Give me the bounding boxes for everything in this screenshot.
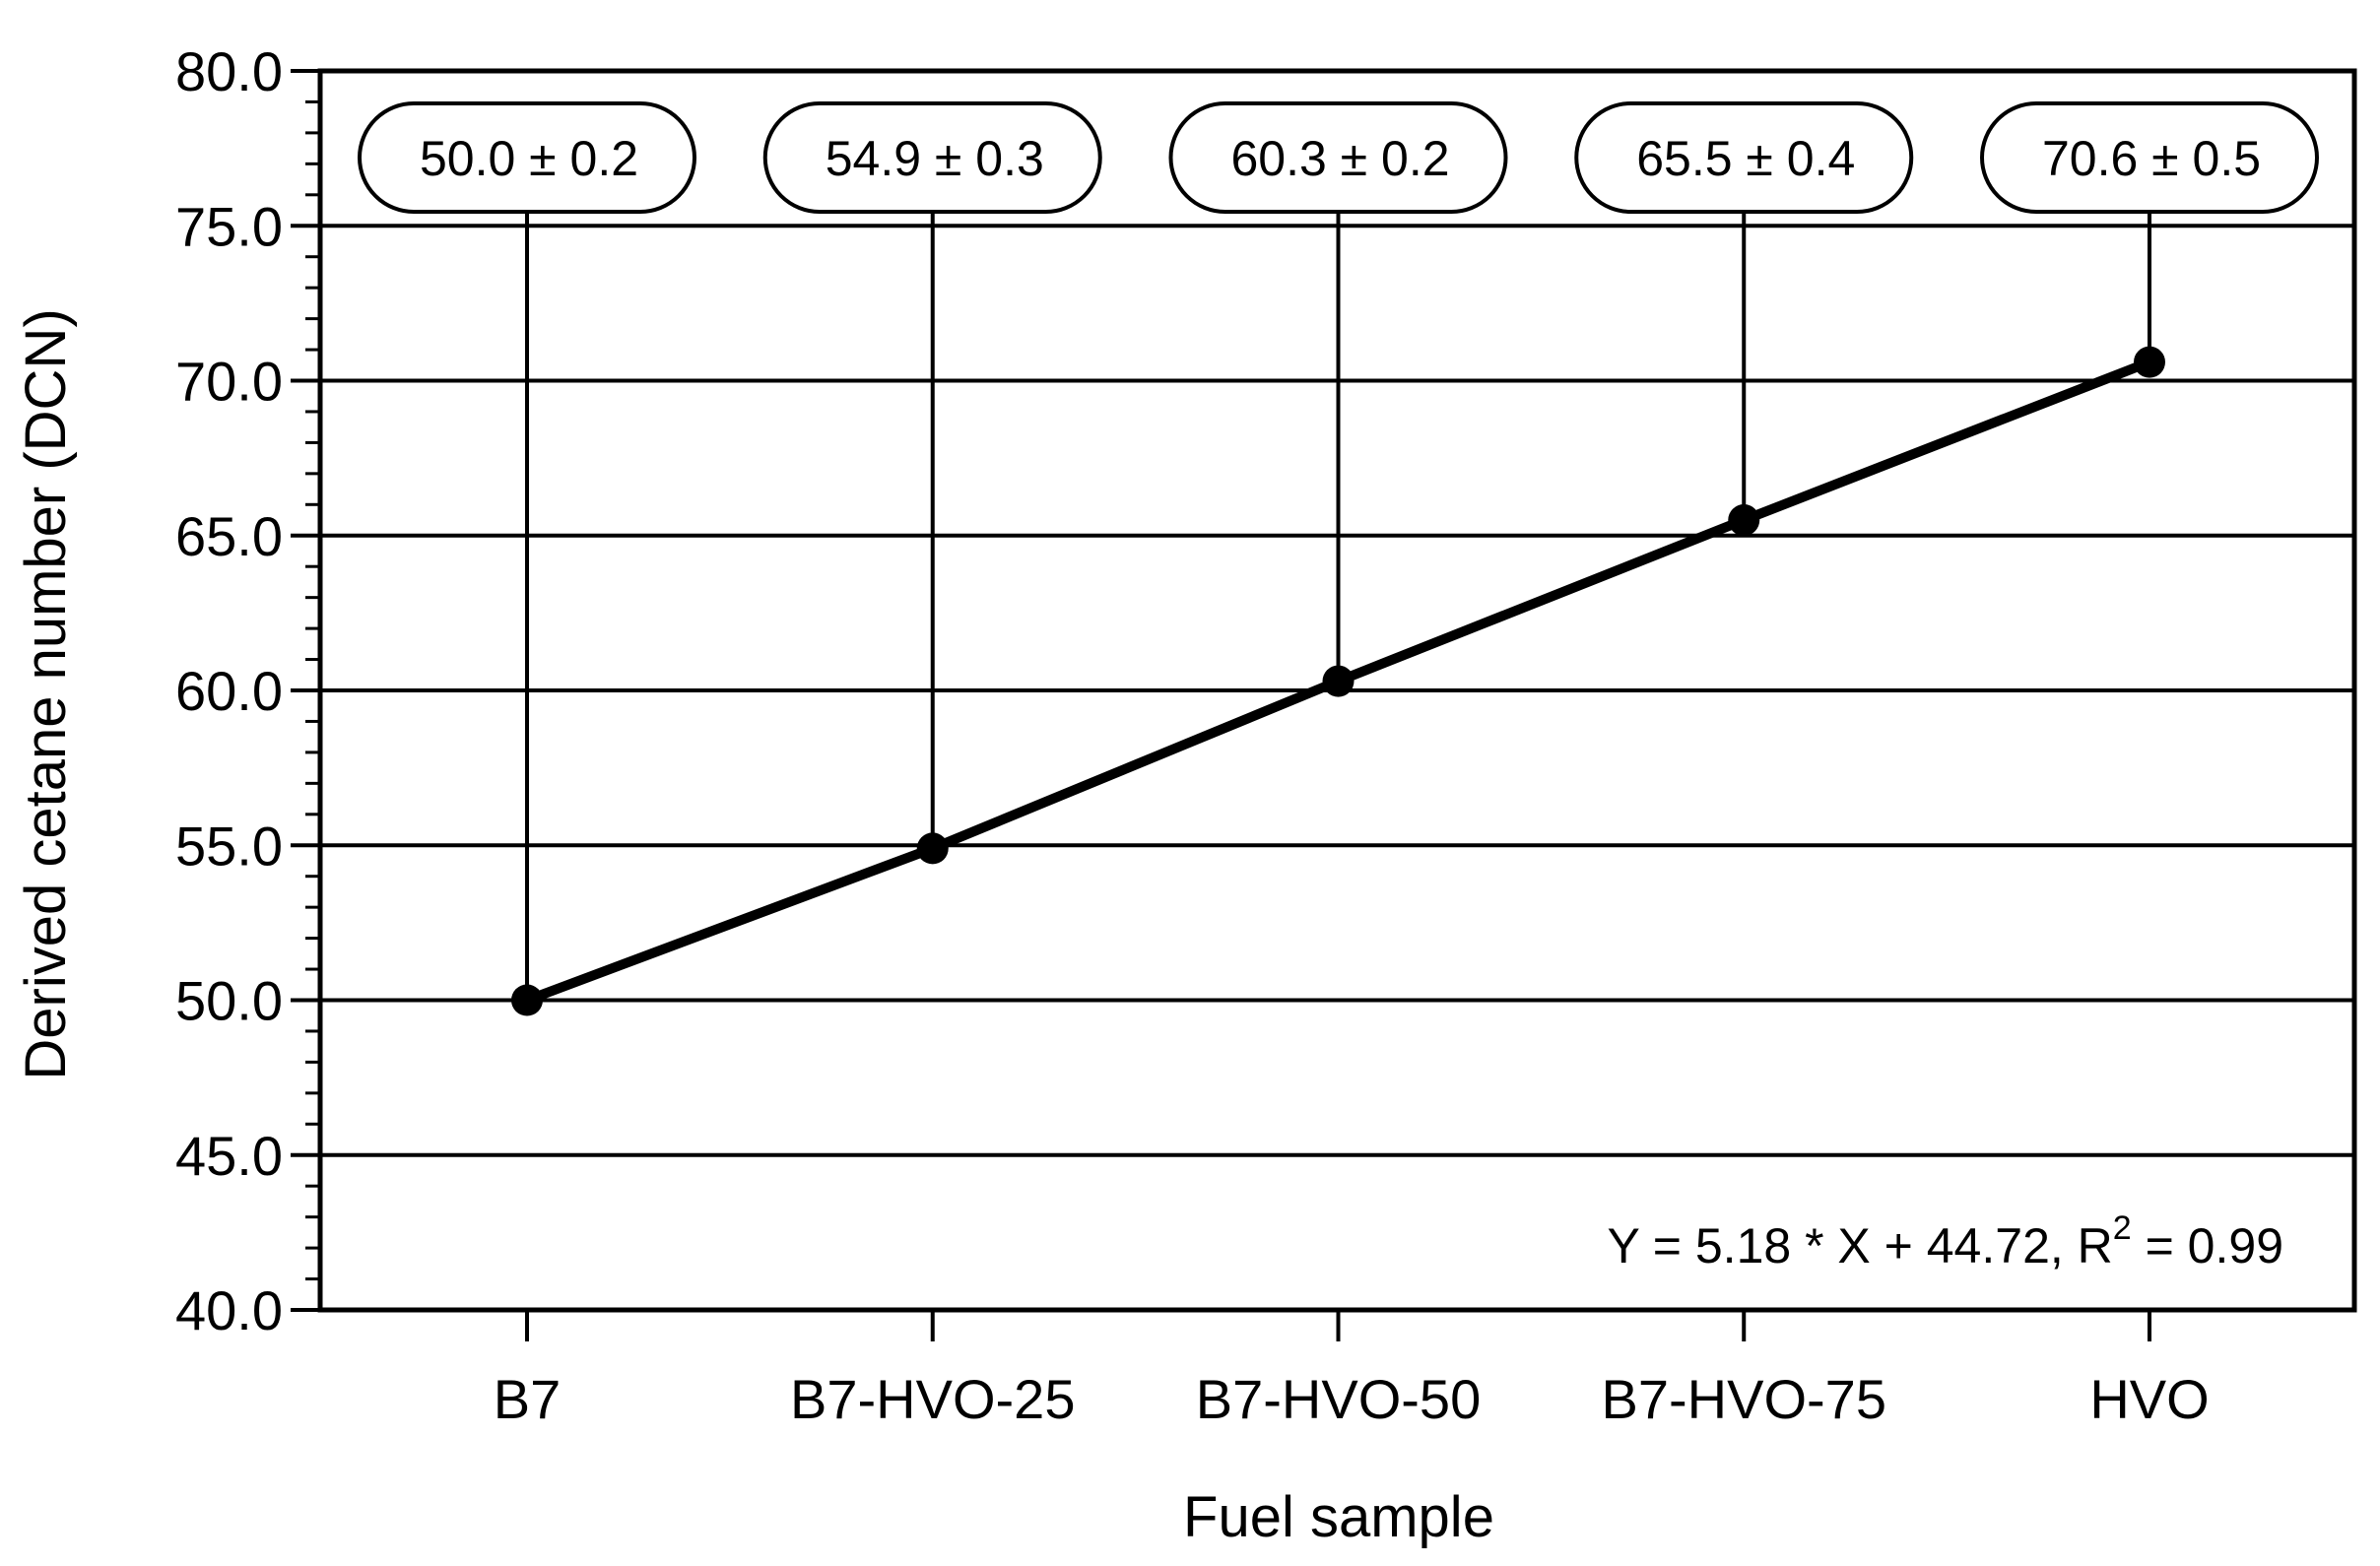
x-ticks	[525, 1310, 2151, 1341]
regression-equation: Y = 5.18 * X + 44.72, R2 = 0.99	[1607, 1209, 2283, 1273]
plot-frame	[317, 68, 2357, 1313]
x-tick-label-B7-HVO-50: B7-HVO-50	[1196, 1368, 1481, 1430]
y-axis-title: Derived cetane number (DCN)	[14, 308, 78, 1079]
y-tick-label-40.0: 40.0	[175, 1279, 283, 1341]
value-label-HVO: 70.6 ± 0.5	[2042, 131, 2261, 186]
x-tick-label-B7-HVO-75: B7-HVO-75	[1602, 1368, 1886, 1430]
y-tick-label-80.0: 80.0	[175, 40, 283, 102]
value-box-B7	[358, 101, 696, 214]
label-leader-lines	[525, 212, 2151, 1001]
x-tick-label-B7-HVO-25: B7-HVO-25	[790, 1368, 1075, 1430]
value-label-B7-HVO-25: 54.9 ± 0.3	[826, 131, 1044, 186]
value-box-B7-HVO-25	[762, 101, 1102, 214]
value-box-HVO	[1980, 101, 2319, 214]
x-tick-labels: B7 B7-HVO-25 B7-HVO-50 B7-HVO-75 HVO	[494, 1368, 2210, 1430]
value-label-B7-HVO-50: 60.3 ± 0.2	[1230, 131, 1449, 186]
y-tick-label-45.0: 45.0	[175, 1125, 283, 1187]
value-label-B7: 50.0 ± 0.2	[420, 131, 638, 186]
value-box-B7-HVO-50	[1168, 101, 1508, 214]
x-tick-label-HVO: HVO	[2089, 1368, 2209, 1430]
data-point-HVO	[2134, 346, 2165, 378]
y-tick-label-55.0: 55.0	[175, 815, 283, 877]
y-tick-label-75.0: 75.0	[175, 195, 283, 257]
value-label-boxes: 50.0 ± 0.2 54.9 ± 0.3 60.3 ± 0.2 65.5 ± 0.4…	[358, 101, 2319, 214]
y-tick-label-60.0: 60.0	[175, 660, 283, 722]
value-label-B7-HVO-75: 65.5 ± 0.4	[1636, 131, 1855, 186]
x-axis-title: Fuel sample	[1183, 1485, 1494, 1549]
equation-tail: = 0.99	[2132, 1218, 2283, 1273]
data-point-B7-HVO-75	[1728, 504, 1760, 537]
y-tick-labels: 40.0 45.0 50.0 55.0 60.0 65.0 70.0 75.0 80.0	[175, 40, 283, 1341]
data-point-B7-HVO-50	[1322, 665, 1355, 697]
y-tick-label-50.0: 50.0	[175, 970, 283, 1032]
y-tick-label-65.0: 65.0	[175, 505, 283, 567]
data-point-B7	[511, 984, 543, 1016]
value-box-B7-HVO-75	[1574, 101, 1914, 214]
equation-superscript: 2	[2113, 1209, 2132, 1247]
x-tick-label-B7: B7	[494, 1368, 562, 1430]
y-tick-label-70.0: 70.0	[175, 351, 283, 413]
equation-main: Y = 5.18 * X + 44.72, R	[1607, 1218, 2112, 1273]
data-point-B7-HVO-25	[916, 832, 949, 865]
data-points	[511, 346, 2165, 1016]
